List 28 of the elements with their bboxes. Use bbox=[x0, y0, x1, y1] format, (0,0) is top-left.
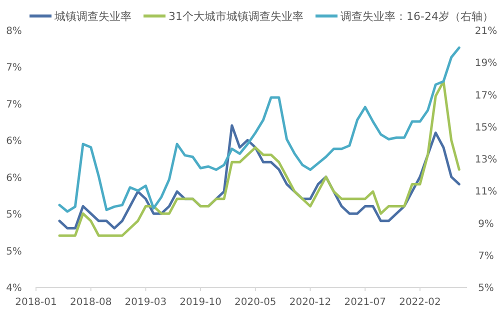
y2-tick-label: 15% bbox=[474, 122, 498, 134]
x-tick-label: 2022-02 bbox=[399, 297, 441, 308]
y-tick-label: 7% bbox=[6, 62, 22, 74]
x-tick-label: 2018-08 bbox=[70, 297, 112, 308]
y2-tick-label: 7% bbox=[478, 250, 494, 262]
legend-label: 城镇调查失业率 bbox=[54, 10, 132, 23]
legend-label: 31个大城市城镇调查失业率 bbox=[168, 10, 304, 23]
legend-label: 调查失业率：16-24岁（右轴） bbox=[340, 10, 494, 23]
x-tick-label: 2018-01 bbox=[15, 297, 57, 308]
y2-tick-label: 11% bbox=[474, 186, 498, 198]
x-tick-label: 2020-05 bbox=[234, 297, 276, 308]
y2-tick-label: 21% bbox=[474, 26, 498, 37]
x-tick-label: 2019-03 bbox=[124, 297, 167, 308]
y-tick-label: 4% bbox=[6, 283, 22, 294]
y2-tick-label: 9% bbox=[478, 218, 494, 230]
x-tick-label: 2019-10 bbox=[180, 297, 222, 308]
y2-tick-label: 19% bbox=[474, 58, 498, 70]
x-tick-label: 2020-12 bbox=[289, 297, 332, 308]
y2-tick-label: 17% bbox=[474, 90, 498, 102]
y2-tick-label: 13% bbox=[474, 154, 498, 166]
y2-tick-label: 5% bbox=[478, 283, 494, 294]
x-tick-label: 2021-07 bbox=[344, 297, 386, 308]
y-tick-label: 6% bbox=[6, 136, 22, 148]
y-tick-label: 7% bbox=[6, 99, 22, 110]
y-tick-label: 8% bbox=[6, 26, 22, 37]
y-tick-label: 5% bbox=[6, 210, 22, 221]
y-tick-label: 6% bbox=[6, 172, 22, 184]
y-tick-label: 5% bbox=[6, 246, 22, 258]
